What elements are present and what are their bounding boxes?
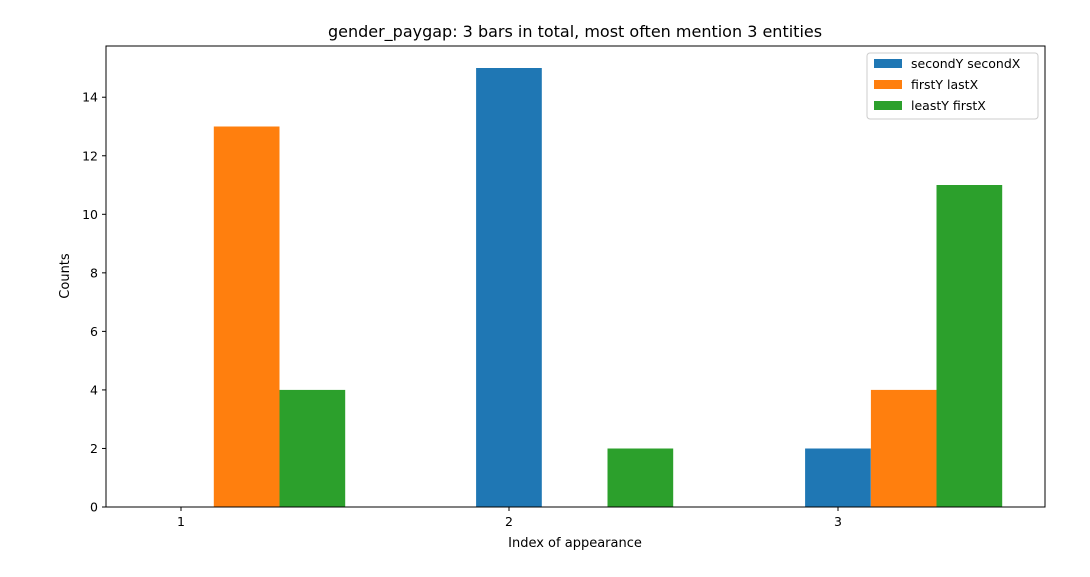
legend-label: firstY lastX [911, 77, 979, 92]
legend-swatch [874, 59, 902, 68]
y-tick-label: 2 [90, 441, 98, 456]
y-tick-label: 8 [90, 265, 98, 280]
y-tick-label: 10 [82, 207, 98, 222]
y-tick-label: 4 [90, 382, 98, 397]
bar-series2-cat3 [870, 389, 937, 507]
legend-swatch [874, 101, 902, 110]
legend-label: leastY firstX [911, 98, 986, 113]
y-tick-label: 6 [90, 324, 98, 339]
bar-series1-cat2 [476, 68, 542, 507]
legend-box [866, 52, 1039, 120]
x-tick-label: 3 [834, 514, 842, 529]
y-tick-label: 0 [90, 500, 98, 515]
x-axis-ticks: 1 2 3 [177, 507, 842, 529]
x-axis-label: Index of appearance [508, 536, 642, 551]
chart-title: gender_paygap: 3 bars in total, most oft… [328, 22, 822, 42]
bar-series1-cat3 [805, 448, 871, 507]
legend-label: secondY secondX [911, 56, 1021, 71]
plot-frame [105, 45, 1046, 508]
bar-series3-cat1 [279, 389, 346, 507]
legend-swatch [874, 80, 902, 89]
bar-series2-cat1 [213, 126, 280, 507]
legend: secondY secondX firstY lastX leastY firstX [866, 52, 1039, 120]
bar-series3-cat3 [936, 185, 1003, 507]
y-tick-label: 14 [82, 90, 98, 105]
y-tick-label: 12 [82, 148, 98, 163]
bar-series3-cat2 [607, 448, 674, 507]
x-tick-label: 1 [177, 514, 185, 529]
x-tick-label: 2 [505, 514, 513, 529]
bars-group [213, 68, 1003, 507]
y-axis-ticks: 0 2 4 6 8 10 12 14 [82, 90, 106, 515]
y-axis-label: Counts [58, 253, 73, 299]
